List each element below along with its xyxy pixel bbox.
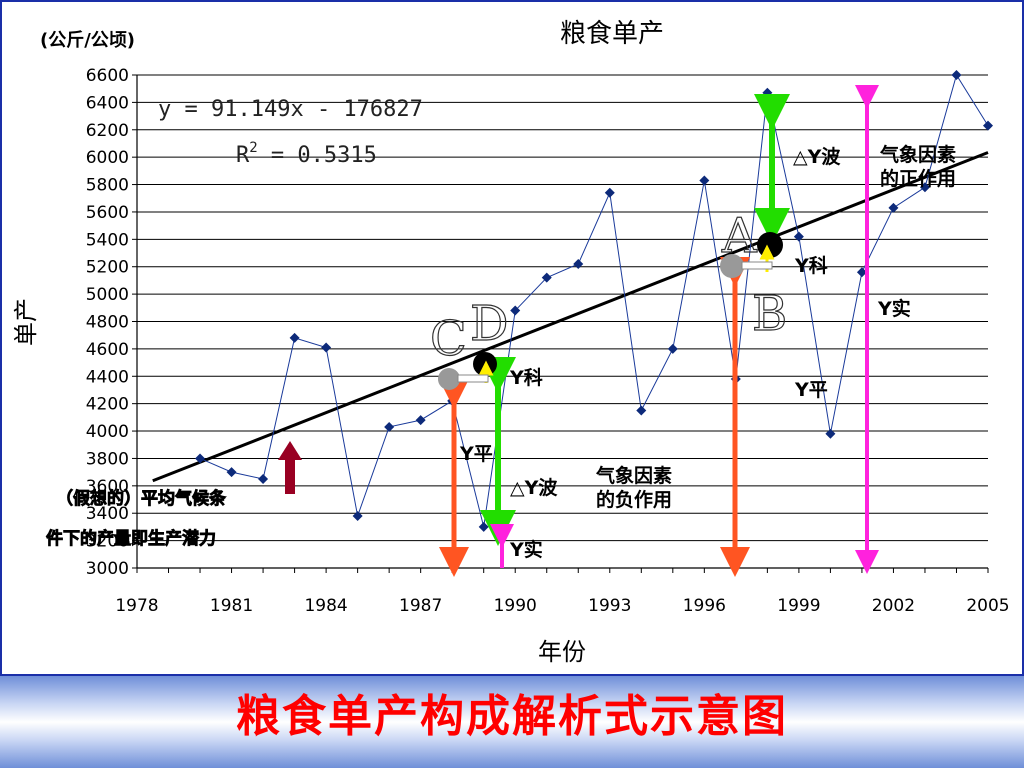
data-point <box>573 258 584 269</box>
point-c-gray-dot <box>438 368 460 390</box>
y-tick-label: 6600 <box>86 66 129 86</box>
banner-title: 粮食单产构成解析式示意图 <box>236 691 788 742</box>
data-point <box>636 405 647 416</box>
y-tick-label: 3600 <box>86 477 129 497</box>
data-point <box>289 332 300 343</box>
data-point <box>762 87 773 98</box>
y-tick-label: 5400 <box>86 230 129 250</box>
pos-effect-line2: 的正作用 <box>880 167 956 190</box>
data-point <box>478 521 489 532</box>
point-b-black-dot <box>757 232 783 258</box>
r2-superscript: 2 <box>249 140 257 156</box>
chart-title: 粮食单产 <box>560 19 664 49</box>
x-tick-label: 1984 <box>304 596 347 616</box>
data-point <box>919 182 930 193</box>
x-tick-labels: 1978 1981 1984 1987 1990 1993 1996 1999 2002 2005 <box>115 596 1009 616</box>
y-tick-label: 3200 <box>86 532 129 552</box>
x-tick-label: 2002 <box>872 596 915 616</box>
y-tick-label: 6000 <box>86 148 129 168</box>
dark-red-arrow-shaft <box>285 460 295 494</box>
point-a-gray-dot <box>720 254 744 278</box>
neg-effect-line2: 的负作用 <box>596 488 672 511</box>
y-tick-label: 5600 <box>86 203 129 223</box>
y-tick-label: 5800 <box>86 176 129 196</box>
label-a: A <box>721 208 758 264</box>
y-tick-label: 6400 <box>86 93 129 113</box>
data-point <box>983 120 993 131</box>
y-tick-label: 4000 <box>86 422 129 442</box>
grid <box>132 74 989 573</box>
data-point <box>384 421 395 432</box>
label-c: C <box>430 311 467 367</box>
label-b: B <box>752 286 787 342</box>
label-d: D <box>470 296 508 352</box>
x-tick-label: 1996 <box>683 596 726 616</box>
r-squared: R2 = 0.5315 <box>236 140 377 168</box>
chart-frame <box>0 0 1024 676</box>
data-point <box>510 305 521 316</box>
y-tick-label: 6200 <box>86 121 129 141</box>
y-tick-label: 4400 <box>86 367 129 387</box>
data-point <box>321 342 332 353</box>
y-ping-right-label: Y平 <box>794 379 828 401</box>
dy-wave-negative-label: △Y波 <box>510 476 558 499</box>
y-ping-left-label: Y平 <box>459 443 493 465</box>
x-tick-label: 1981 <box>210 596 253 616</box>
y-tick-label: 3000 <box>86 559 129 579</box>
data-point <box>604 187 615 198</box>
y-tick-label: 5000 <box>86 285 129 305</box>
dy-wave-positive-label: △Y波 <box>793 145 841 168</box>
data-point <box>699 175 710 186</box>
y-tick-label: 5200 <box>86 258 129 278</box>
connector-left <box>457 374 489 383</box>
x-axis-title: 年份 <box>538 638 586 666</box>
r2-prefix: R <box>236 143 250 168</box>
x-tick-label: 1990 <box>494 596 537 616</box>
x-tick-label: 1978 <box>115 596 158 616</box>
y-tick-label: 4600 <box>86 340 129 360</box>
data-point <box>541 272 552 283</box>
potential-line2: 件下的产量即生产潜力 <box>46 528 216 549</box>
series-group <box>195 70 993 532</box>
y-ke-left-label: Y科 <box>509 366 543 389</box>
x-tick-label: 1993 <box>588 596 631 616</box>
pos-effect-line1: 气象因素 <box>879 143 956 166</box>
dark-red-arrow-head <box>278 441 302 460</box>
r2-value: = 0.5315 <box>258 143 377 168</box>
y-tick-label: 4800 <box>86 313 129 333</box>
data-point <box>667 343 678 354</box>
x-tick-label: 1987 <box>399 596 442 616</box>
x-tick-label: 2005 <box>966 596 1009 616</box>
y-ke-right-label: Y科 <box>794 254 828 277</box>
trend-group <box>152 151 989 483</box>
yield-chart: (公斤/公顷) 粮食单产 年份 单产 3000 3200 3400 3600 3800 4… <box>0 0 1024 676</box>
connector-right <box>741 261 773 270</box>
data-point <box>226 467 237 478</box>
data-point <box>951 70 962 80</box>
potential-line1: （假想的）平均气候条 <box>56 488 227 509</box>
data-point <box>195 453 206 464</box>
y-tick-label: 3800 <box>86 449 129 469</box>
x-tick-label: 1999 <box>777 596 820 616</box>
y-shi-left-label: Y实 <box>509 538 543 561</box>
title-banner <box>0 676 1024 768</box>
data-point <box>793 231 804 242</box>
y-tick-label: 3400 <box>86 504 129 524</box>
trend-line <box>152 151 989 483</box>
y-shi-right-label: Y实 <box>877 297 911 320</box>
y-axis-title: 单产 <box>12 298 40 346</box>
data-point <box>825 428 836 439</box>
data-point <box>888 202 899 213</box>
regression-equation: y = 91.149x - 176827 <box>158 97 423 122</box>
data-point <box>258 473 269 484</box>
data-point <box>415 415 426 426</box>
neg-effect-line1: 气象因素 <box>595 464 672 487</box>
unit-label: (公斤/公顷) <box>40 30 135 51</box>
y-tick-label: 4200 <box>86 395 129 415</box>
y-tick-labels: 3000 3200 3400 3600 3800 4000 4200 4400 4600 4800… <box>86 66 129 579</box>
data-point <box>352 510 363 521</box>
